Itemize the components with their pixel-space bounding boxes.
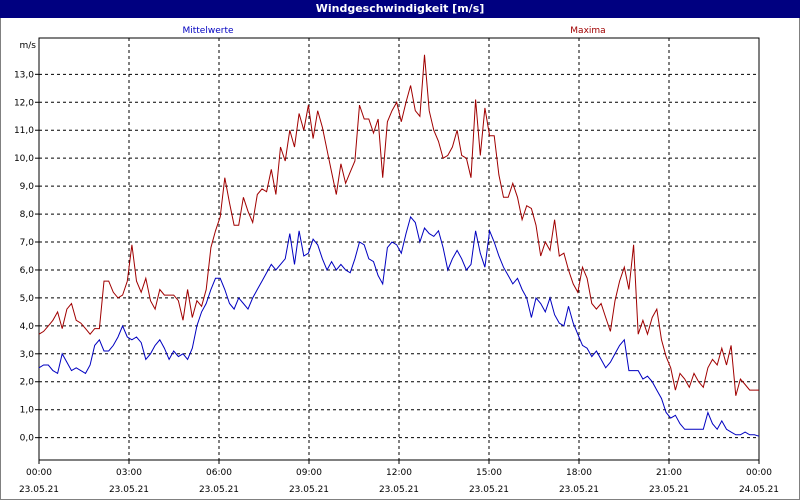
x-tick-time: 03:00	[116, 468, 142, 478]
y-tick-label: 7,0	[20, 238, 35, 248]
x-tick-time: 06:00	[206, 468, 232, 478]
y-tick-label: 1,0	[20, 406, 35, 416]
y-tick-label: 2,0	[20, 378, 35, 388]
legend-maxima: Maxima	[570, 26, 605, 36]
x-tick-date: 23.05.21	[469, 485, 509, 495]
y-tick-label: 10,0	[14, 154, 34, 164]
x-tick-time: 00:00	[26, 468, 52, 478]
x-tick-date: 23.05.21	[649, 485, 689, 495]
x-tick-date: 23.05.21	[559, 485, 599, 495]
y-tick-label: 3,0	[20, 350, 35, 360]
x-tick-date: 23.05.21	[109, 485, 149, 495]
x-tick-time: 12:00	[386, 468, 412, 478]
x-tick-date: 23.05.21	[199, 485, 239, 495]
x-tick-date: 23.05.21	[289, 485, 329, 495]
x-tick-time: 18:00	[566, 468, 592, 478]
y-tick-label: 12,0	[14, 98, 34, 108]
y-tick-label: 0,0	[20, 434, 35, 444]
x-tick-time: 15:00	[476, 468, 502, 478]
y-tick-label: 8,0	[20, 210, 35, 220]
x-tick-date: 23.05.21	[19, 485, 59, 495]
x-tick-time: 00:00	[746, 468, 772, 478]
window-title: Windgeschwindigkeit [m/s]	[0, 0, 800, 18]
y-tick-label: 4,0	[20, 322, 35, 332]
y-axis-label: m/s	[20, 41, 37, 51]
x-tick-time: 09:00	[296, 468, 322, 478]
y-tick-label: 13,0	[14, 70, 34, 80]
series-line-mittelwerte	[38, 215, 760, 437]
x-tick-date: 24.05.21	[739, 485, 779, 495]
y-tick-label: 11,0	[14, 126, 34, 136]
y-tick-label: 6,0	[20, 266, 35, 276]
series-line-maxima	[38, 54, 759, 396]
y-tick-label: 5,0	[20, 294, 35, 304]
axes: 0,0 1,0 2,0 3,0 4,0 5,0 6,0 7,0 8,0 9,0 10,0 11,0 12…	[14, 70, 779, 495]
x-tick-time: 21:00	[656, 468, 682, 478]
legend-mittelwerte: Mittelwerte	[182, 26, 233, 36]
x-tick-date: 23.05.21	[379, 485, 419, 495]
y-tick-label: 9,0	[20, 182, 35, 192]
series-lines	[38, 54, 760, 437]
